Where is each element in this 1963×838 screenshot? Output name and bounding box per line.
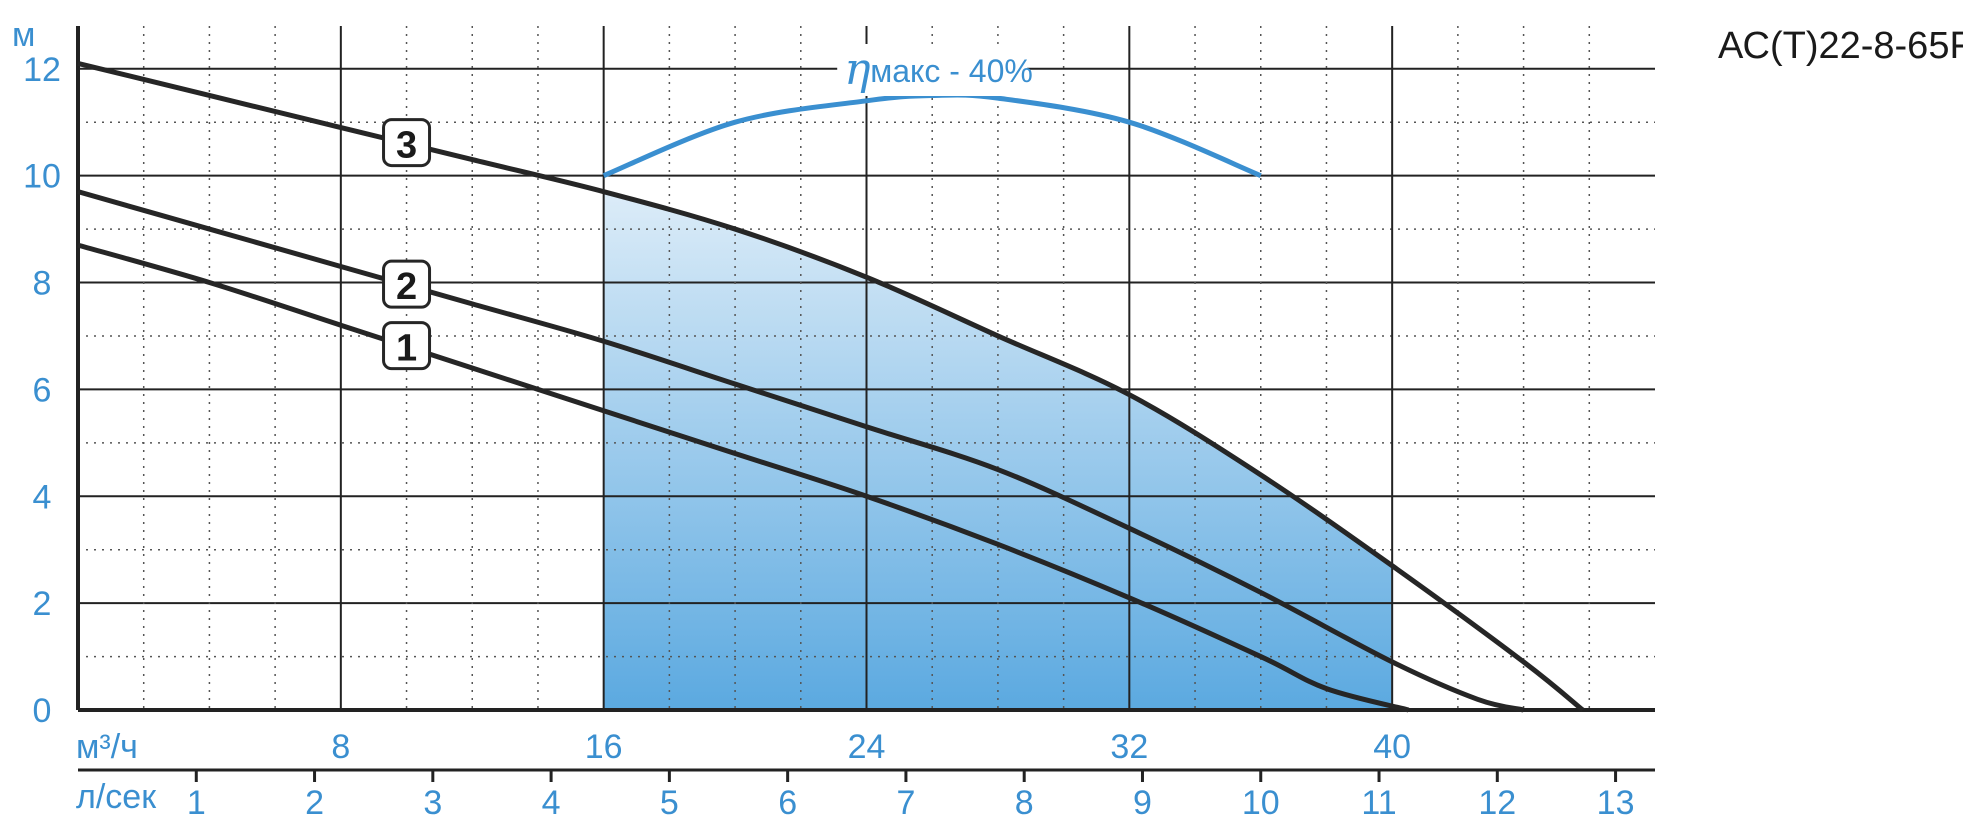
efficiency-label: макс - 40% — [870, 53, 1033, 89]
x2-tick-label: 11 — [1361, 784, 1396, 822]
x-tick-label: 32 — [1110, 728, 1148, 766]
curve-label-1: 1 — [396, 328, 417, 370]
y-axis-label: м — [12, 16, 35, 54]
chart-title: АС(Т)22-8-65F — [1718, 25, 1963, 67]
x2-tick-label: 4 — [542, 784, 561, 822]
x-axis-label-primary: м³/ч — [76, 728, 138, 766]
y-tick-label: 12 — [23, 51, 61, 89]
curve-label-box-2 — [382, 259, 432, 309]
y-tick-label: 10 — [23, 158, 61, 196]
y-tick-label: 4 — [33, 478, 52, 516]
curve-label-box-1 — [382, 321, 432, 371]
y-tick-label: 6 — [33, 371, 52, 409]
x2-tick-label: 3 — [423, 784, 442, 822]
x2-tick-label: 8 — [1015, 784, 1034, 822]
x2-tick-label: 9 — [1133, 784, 1152, 822]
x2-tick-label: 2 — [305, 784, 324, 822]
y-tick-label: 2 — [33, 585, 52, 623]
x2-tick-label: 7 — [896, 784, 915, 822]
efficiency-label-bg — [837, 44, 1028, 96]
efficiency-eta-symbol: η — [844, 44, 870, 95]
curve-1 — [77, 242, 1410, 713]
curve-label-2: 2 — [396, 266, 417, 308]
curve-3 — [77, 60, 1585, 712]
x-tick-label: 8 — [331, 728, 350, 766]
x-tick-label: 16 — [585, 728, 623, 766]
x2-tick-label: 5 — [660, 784, 679, 822]
curve-2 — [77, 189, 1525, 713]
x2-tick-label: 6 — [778, 784, 797, 822]
x-tick-label: 40 — [1373, 728, 1411, 766]
curve-label-3: 3 — [396, 125, 417, 167]
x2-tick-label: 13 — [1597, 784, 1635, 822]
x-axis-label-secondary: л/сек — [76, 778, 157, 816]
x2-tick-label: 12 — [1478, 784, 1516, 822]
x2-tick-label: 1 — [187, 784, 206, 822]
x-tick-label: 24 — [848, 728, 886, 766]
x2-tick-label: 10 — [1242, 784, 1280, 822]
y-tick-label: 8 — [33, 265, 52, 303]
curve-label-box-3 — [382, 118, 432, 168]
y-tick-label: 0 — [33, 692, 52, 730]
